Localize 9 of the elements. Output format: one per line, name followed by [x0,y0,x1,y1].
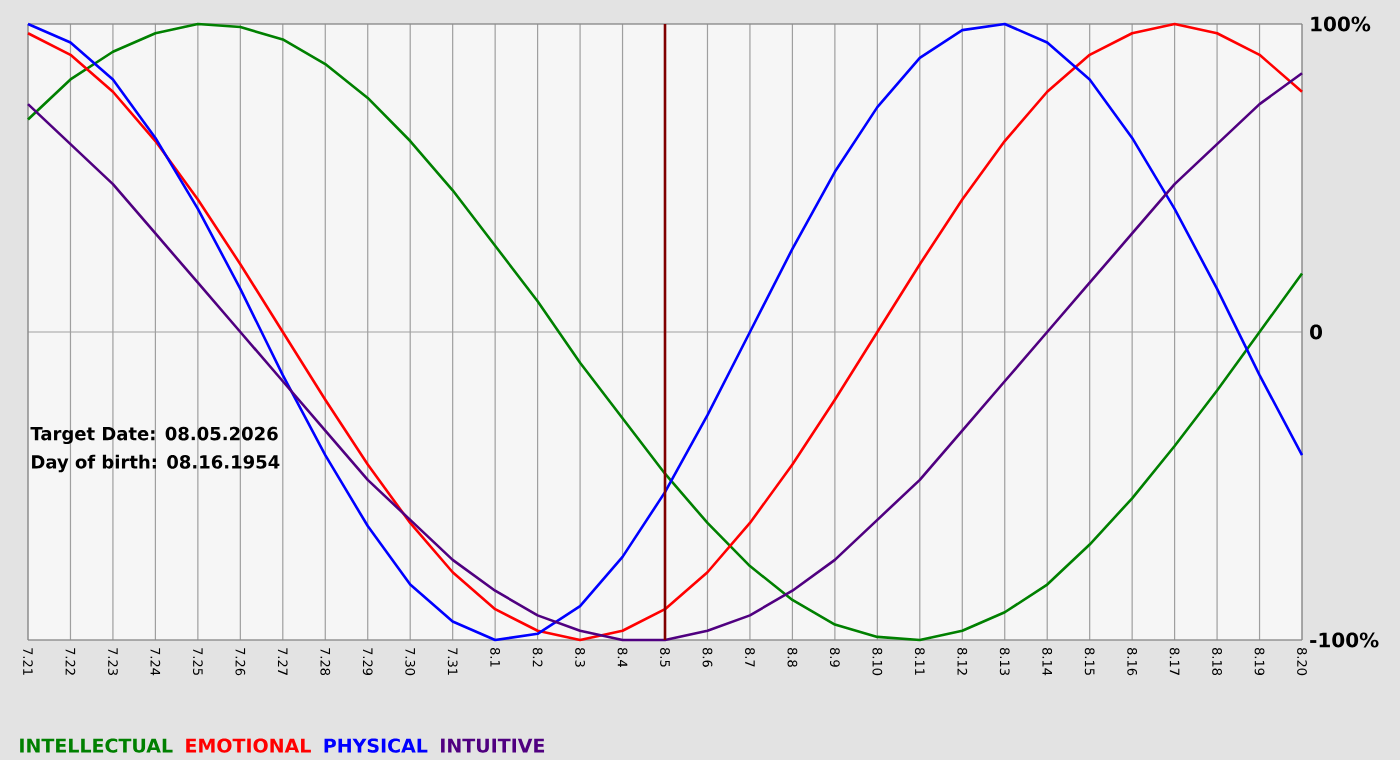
text: INTELLECTUAL [20,738,173,753]
y-tick-label: 0 [1310,324,1323,340]
y-tick-label: 100% [1311,16,1371,32]
annotation: Target Date: 08.05.2026 [30,426,278,445]
annotation: Day of birth: 08.16.1954 [32,454,280,473]
text: EMOTIONAL [186,738,311,753]
text: INTUITIVE [441,738,545,753]
y-tick-label: -100% [1310,632,1379,648]
text: PHYSICAL [324,738,428,753]
